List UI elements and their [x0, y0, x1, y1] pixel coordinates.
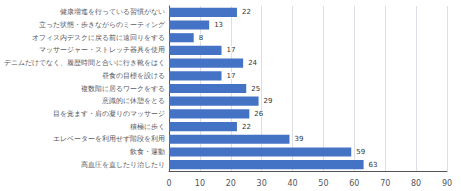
svg-text:22: 22 [242, 8, 251, 16]
svg-text:29: 29 [264, 97, 273, 105]
svg-text:複数階に居るワークをする: 複数階に居るワークをする [81, 85, 165, 93]
svg-text:立った状態・歩きながらのミーティング: 立った状態・歩きながらのミーティング [39, 21, 166, 29]
svg-text:60: 60 [349, 179, 359, 188]
svg-text:25: 25 [251, 85, 260, 93]
svg-text:63: 63 [369, 161, 378, 169]
svg-text:80: 80 [411, 179, 421, 188]
svg-text:オフィス内デスクに戻る前に遠回りをする: オフィス内デスクに戻る前に遠回りをする [32, 34, 165, 42]
svg-text:30: 30 [257, 179, 267, 188]
svg-text:エレベーターを利用せず階段を利用: エレベーターを利用せず階段を利用 [53, 135, 165, 143]
svg-text:17: 17 [227, 46, 236, 54]
svg-text:40: 40 [287, 179, 297, 188]
svg-text:70: 70 [380, 179, 390, 188]
svg-text:0: 0 [166, 179, 171, 188]
svg-text:26: 26 [254, 110, 263, 118]
svg-text:20: 20 [226, 179, 236, 188]
svg-text:積極に歩く: 積極に歩く [130, 123, 165, 131]
svg-text:8: 8 [199, 34, 203, 42]
svg-text:高血圧を直したり治したり: 高血圧を直したり治したり [81, 161, 165, 169]
svg-text:39: 39 [294, 135, 303, 143]
svg-text:デニムだけでなく、履歴時間と合いに行き靴をはく: デニムだけでなく、履歴時間と合いに行き靴をはく [4, 59, 165, 67]
svg-text:昼食の目標を設ける: 昼食の目標を設ける [102, 72, 165, 80]
svg-text:50: 50 [318, 179, 328, 188]
svg-text:意識的に休憩をとる: 意識的に休憩をとる [101, 97, 165, 105]
svg-text:90: 90 [442, 179, 452, 188]
svg-text:10: 10 [195, 179, 205, 188]
svg-text:17: 17 [227, 72, 236, 80]
svg-text:目を覚ます・肩の凝りのマッサージ: 目を覚ます・肩の凝りのマッサージ [53, 110, 165, 118]
svg-text:22: 22 [242, 123, 251, 131]
svg-text:飲食・運動: 飲食・運動 [130, 148, 165, 156]
svg-text:24: 24 [248, 59, 257, 67]
svg-text:13: 13 [214, 21, 223, 29]
svg-text:59: 59 [356, 148, 365, 156]
svg-text:マッサージャー・ストレッチ器具を使用: マッサージャー・ストレッチ器具を使用 [39, 46, 165, 54]
svg-text:健康増進を行っている習慣がない: 健康増進を行っている習慣がない [60, 7, 165, 16]
